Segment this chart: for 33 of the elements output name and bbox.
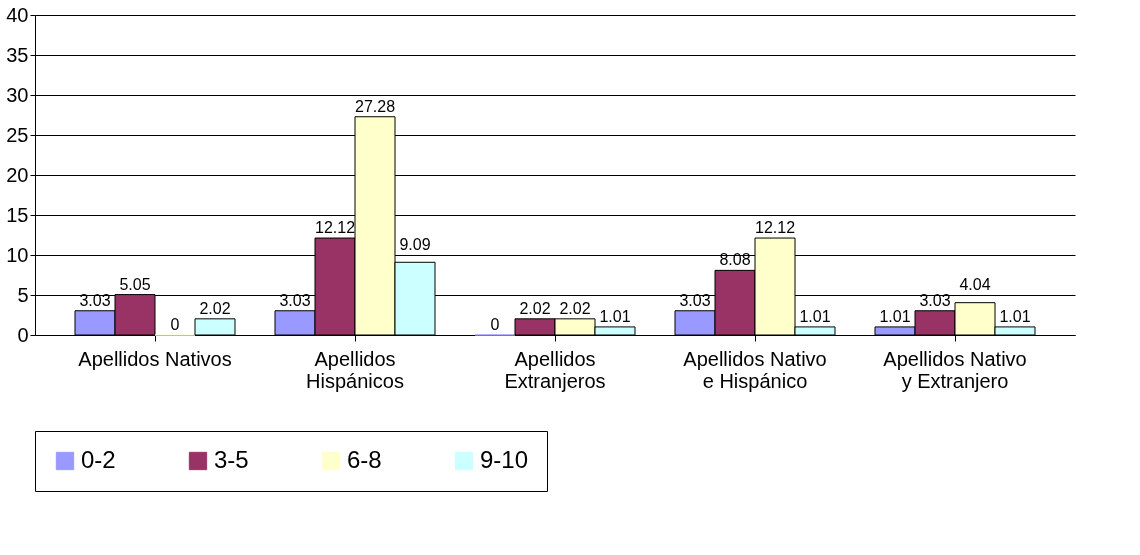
legend-label: 0-2 xyxy=(81,446,116,473)
data-label: 9.09 xyxy=(399,236,431,253)
data-label: 4.04 xyxy=(959,276,991,293)
y-tick-label: 20 xyxy=(6,163,29,186)
data-label: 1.01 xyxy=(799,307,831,325)
y-tick-label: 30 xyxy=(6,83,29,106)
x-tick-label: Apellidos Nativo y Extranjero xyxy=(883,347,1027,392)
data-label: 0 xyxy=(170,316,180,333)
y-tick-label: 35 xyxy=(6,43,29,66)
data-label: 12.12 xyxy=(314,219,356,237)
data-label: 2.02 xyxy=(559,299,591,317)
data-label: 1.01 xyxy=(999,307,1031,325)
x-tick-label: Apellidos Hispánicos xyxy=(306,347,404,392)
x-tick-label: Apellidos Extranjeros xyxy=(504,347,606,392)
data-label: 1.01 xyxy=(879,307,911,325)
y-tick-label: 40 xyxy=(6,3,29,26)
data-label: 0 xyxy=(490,316,500,333)
y-tick-label: 15 xyxy=(6,203,29,226)
y-tick-label: 10 xyxy=(6,243,29,266)
data-label: 2.02 xyxy=(519,299,551,317)
legend-label: 9-10 xyxy=(480,446,529,473)
y-tick-label: 5 xyxy=(17,283,29,306)
legend-label: 6-8 xyxy=(347,446,382,473)
x-tick-label: Apellidos Nativos xyxy=(78,347,232,370)
y-tick-label: 25 xyxy=(6,123,29,146)
x-tick-label: Apellidos Nativo e Hispánico xyxy=(683,347,827,392)
legend-label: 3-5 xyxy=(214,446,249,473)
data-label: 12.12 xyxy=(754,219,796,237)
data-label: 2.02 xyxy=(199,299,231,317)
data-label: 27.28 xyxy=(354,97,396,115)
data-label: 5.05 xyxy=(119,275,151,293)
y-tick-label: 0 xyxy=(17,323,29,346)
data-label: 1.01 xyxy=(599,307,631,325)
